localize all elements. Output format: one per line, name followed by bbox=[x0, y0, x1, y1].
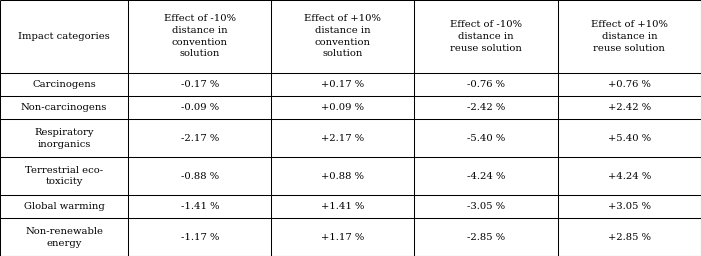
Text: -0.09 %: -0.09 % bbox=[181, 103, 219, 112]
Text: +0.88 %: +0.88 % bbox=[321, 172, 365, 180]
Text: Non-renewable
energy: Non-renewable energy bbox=[25, 227, 103, 248]
Text: Effect of +10%
distance in
reuse solution: Effect of +10% distance in reuse solutio… bbox=[591, 20, 668, 52]
Text: Impact categories: Impact categories bbox=[18, 32, 110, 41]
Text: +1.17 %: +1.17 % bbox=[321, 233, 365, 242]
Text: -0.76 %: -0.76 % bbox=[467, 80, 505, 89]
Text: -1.17 %: -1.17 % bbox=[181, 233, 219, 242]
Text: -0.17 %: -0.17 % bbox=[181, 80, 219, 89]
Text: -2.17 %: -2.17 % bbox=[181, 134, 219, 143]
Text: -2.42 %: -2.42 % bbox=[467, 103, 505, 112]
Text: +0.09 %: +0.09 % bbox=[321, 103, 365, 112]
Text: +2.85 %: +2.85 % bbox=[608, 233, 651, 242]
Text: +0.76 %: +0.76 % bbox=[608, 80, 651, 89]
Text: Effect of -10%
distance in
convention
solution: Effect of -10% distance in convention so… bbox=[164, 14, 236, 59]
Text: -0.88 %: -0.88 % bbox=[181, 172, 219, 180]
Text: Respiratory
inorganics: Respiratory inorganics bbox=[34, 128, 94, 149]
Text: +2.42 %: +2.42 % bbox=[608, 103, 651, 112]
Text: -4.24 %: -4.24 % bbox=[467, 172, 505, 180]
Text: -1.41 %: -1.41 % bbox=[181, 202, 219, 211]
Text: Effect of -10%
distance in
reuse solution: Effect of -10% distance in reuse solutio… bbox=[450, 20, 522, 52]
Text: Carcinogens: Carcinogens bbox=[32, 80, 96, 89]
Text: +3.05 %: +3.05 % bbox=[608, 202, 651, 211]
Text: -3.05 %: -3.05 % bbox=[467, 202, 505, 211]
Text: Non-carcinogens: Non-carcinogens bbox=[21, 103, 107, 112]
Text: +1.41 %: +1.41 % bbox=[321, 202, 365, 211]
Text: -5.40 %: -5.40 % bbox=[467, 134, 505, 143]
Text: -2.85 %: -2.85 % bbox=[467, 233, 505, 242]
Text: Effect of +10%
distance in
convention
solution: Effect of +10% distance in convention so… bbox=[304, 14, 381, 59]
Text: Terrestrial eco-
toxicity: Terrestrial eco- toxicity bbox=[25, 166, 103, 186]
Text: +4.24 %: +4.24 % bbox=[608, 172, 651, 180]
Text: +5.40 %: +5.40 % bbox=[608, 134, 651, 143]
Text: +2.17 %: +2.17 % bbox=[321, 134, 365, 143]
Text: Global warming: Global warming bbox=[24, 202, 104, 211]
Text: +0.17 %: +0.17 % bbox=[321, 80, 365, 89]
